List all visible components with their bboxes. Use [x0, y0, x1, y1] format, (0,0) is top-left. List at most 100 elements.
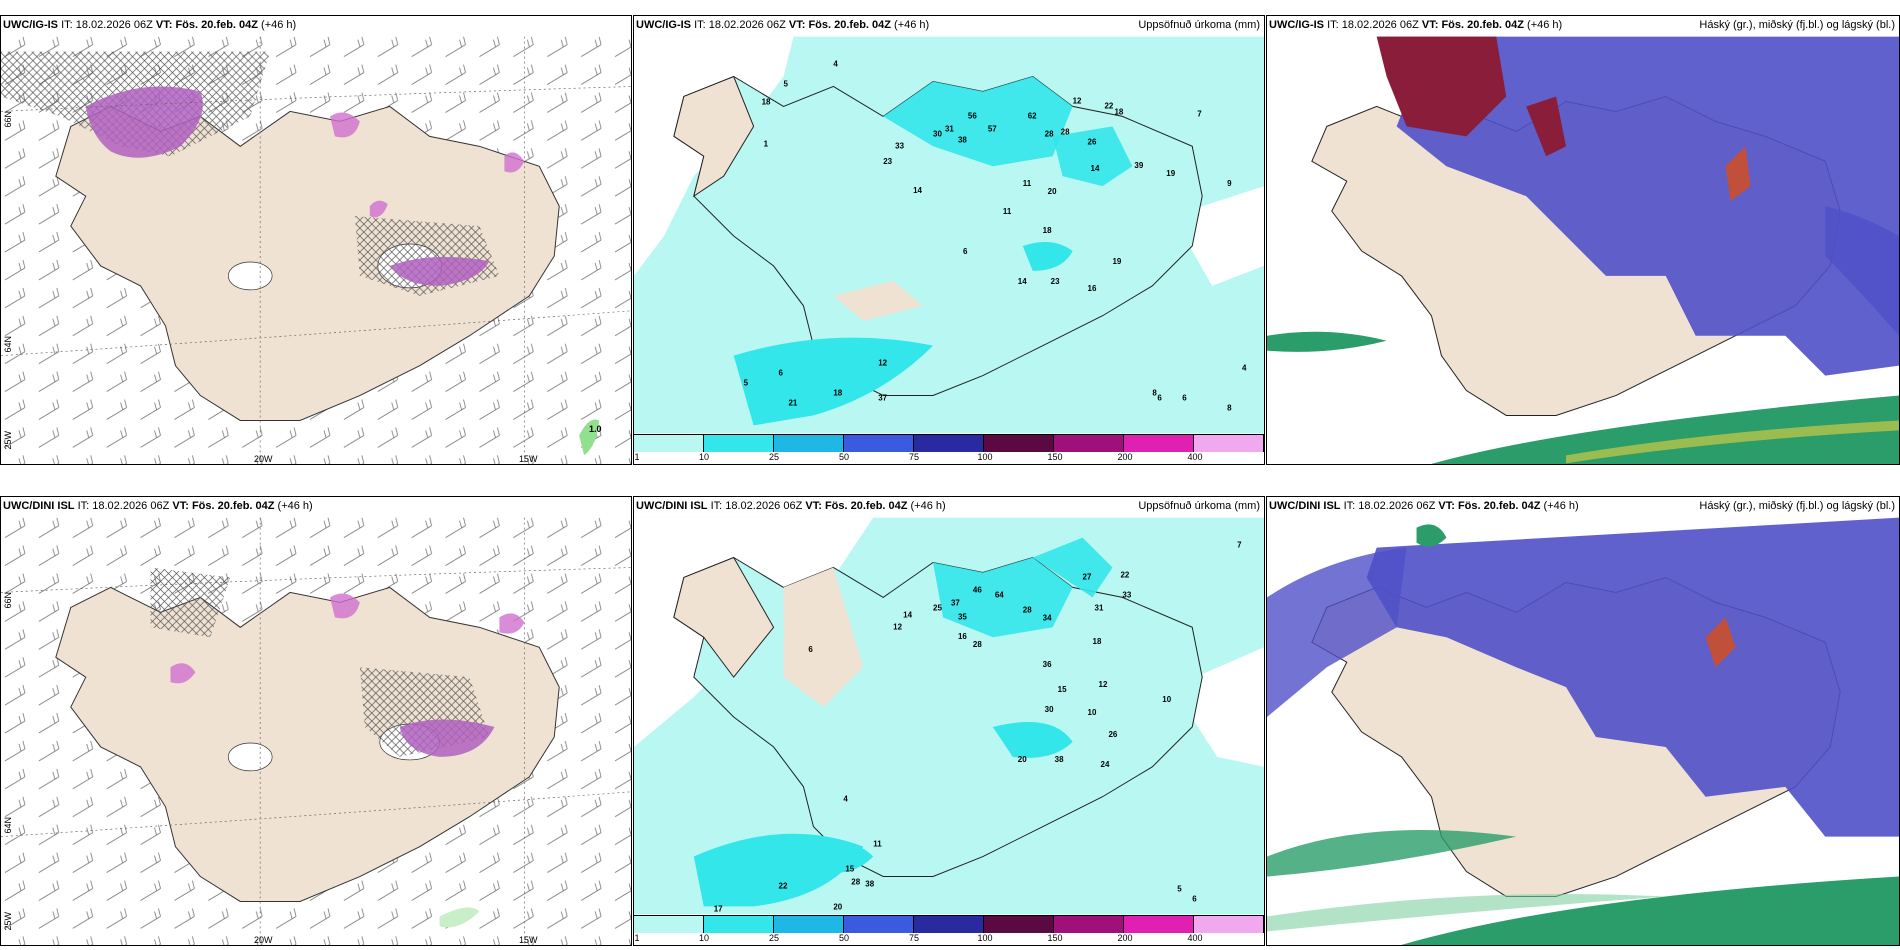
precip-value: 24: [1101, 760, 1110, 769]
precip-value: 57: [988, 124, 997, 133]
panel-title: UWC/DINI ISL IT: 18.02.2026 06Z VT: Fös.…: [1269, 500, 1579, 512]
scale-label: 10: [698, 452, 710, 462]
precip-value: 37: [878, 393, 887, 402]
scale-swatch: [1054, 916, 1124, 933]
precip-value-labels: 14 12 25 37 46 64 27 33 22 35 28 34 31 1…: [714, 541, 1242, 914]
precip-value: 8: [1152, 388, 1157, 397]
lon-15w-label: 15W: [519, 935, 538, 945]
precip-value: 14: [1091, 164, 1100, 173]
lon-25w-label: 25W: [3, 912, 13, 931]
precip-value: 37: [951, 598, 960, 607]
precip-value: 26: [1088, 137, 1097, 146]
lon-20w-label: 20W: [254, 454, 273, 464]
scale-swatch: [1054, 435, 1124, 452]
precip-value: 28: [1061, 127, 1070, 136]
precip-value: 33: [895, 141, 904, 150]
precip-value: 10: [1088, 708, 1097, 717]
precip-value: 38: [865, 879, 874, 888]
lat-66n-label: 66N: [3, 111, 13, 128]
scale-label: 200: [1117, 452, 1133, 462]
panel-wind-snow-top: UWC/IG-IS IT: 18.02.2026 06Z VT: Fös. 20…: [0, 15, 632, 465]
precip-value: 15: [1058, 685, 1067, 694]
precip-scale-labels: 1 10 25 50 75 100 150 200 400: [634, 452, 1264, 464]
precip-value: 9: [1227, 179, 1232, 188]
cloud-map: [1267, 517, 1899, 945]
scale-swatch: [1124, 435, 1194, 452]
precip-value: 23: [883, 157, 892, 166]
precip-value: 22: [779, 881, 788, 890]
precip-value: 5: [784, 79, 789, 88]
precip-value: 16: [958, 632, 967, 641]
precip-value: 33: [1122, 590, 1131, 599]
precip-value: 4: [843, 795, 848, 804]
scale-label: 75: [908, 452, 920, 462]
precip-value: 39: [1134, 161, 1143, 170]
precip-value: 20: [1018, 755, 1027, 764]
precip-value: 38: [1055, 755, 1064, 764]
precip-value: 36: [1043, 660, 1052, 669]
precip-scale-bar: [634, 915, 1264, 933]
precip-value: 18: [1043, 226, 1052, 235]
scale-label: 25: [768, 452, 780, 462]
precip-value: 11: [873, 840, 882, 849]
precip-value: 1: [764, 139, 769, 148]
precip-value: 12: [1099, 680, 1108, 689]
precip-value: 6: [1157, 393, 1162, 402]
precip-map: 4 5 18 1 23 33 56 62 12 22 18 30 31 38 5…: [634, 36, 1264, 434]
precip-value: 17: [714, 904, 723, 913]
wind-snow-map: [1, 36, 631, 464]
lon-20w-label: 20W: [254, 935, 273, 945]
precip-value: 20: [833, 902, 842, 911]
precip-value: 6: [808, 645, 813, 654]
precip-value: 20: [1048, 187, 1057, 196]
precip-value: 27: [1083, 572, 1092, 581]
precip-value: 62: [1028, 111, 1037, 120]
scale-swatch: [984, 435, 1054, 452]
precip-value: 38: [958, 135, 967, 144]
precip-value: 28: [1045, 129, 1054, 138]
lat-64n-label: 64N: [3, 817, 13, 834]
precip-value: 18: [833, 388, 842, 397]
scale-label: 200: [1117, 933, 1133, 943]
precip-value: 12: [893, 622, 902, 631]
scale-label: 50: [838, 933, 850, 943]
precip-value: 46: [973, 585, 982, 594]
precip-value: 31: [945, 124, 954, 133]
scale-swatch: [914, 435, 984, 452]
precip-value: 31: [1095, 603, 1104, 612]
precip-value: 19: [1166, 169, 1175, 178]
precip-value: 4: [1242, 364, 1247, 373]
panel-precip-top: UWC/IG-IS IT: 18.02.2026 06Z VT: Fös. 20…: [633, 15, 1265, 465]
scale-label: 25: [768, 933, 780, 943]
scale-label: 150: [1047, 933, 1063, 943]
panel-cloud-top: UWC/IG-IS IT: 18.02.2026 06Z VT: Fös. 20…: [1266, 15, 1900, 465]
precip-value: 30: [1045, 705, 1054, 714]
lon-25w-label: 25W: [3, 431, 13, 450]
precip-value: 8: [1227, 403, 1232, 412]
max-label: 1.0: [589, 424, 602, 434]
precip-value: 5: [1177, 884, 1182, 893]
precip-value: 22: [1120, 570, 1129, 579]
precip-value: 5: [744, 379, 749, 388]
precip-value: 23: [1051, 277, 1060, 286]
scale-label: 75: [908, 933, 920, 943]
panel-right-title: Háský (gr.), miðský (fj.bl.) og lágský (…: [1699, 500, 1895, 512]
precip-value: 11: [1003, 207, 1012, 216]
precip-value: 26: [1108, 730, 1117, 739]
precip-value: 7: [1197, 109, 1202, 118]
panel-precip-bottom: UWC/DINI ISL IT: 18.02.2026 06Z VT: Fös.…: [633, 496, 1265, 946]
lat-66n-label: 66N: [3, 592, 13, 609]
panel-right-title: Uppsöfnuð úrkoma (mm): [1138, 19, 1260, 31]
scale-swatch: [1194, 916, 1264, 933]
precip-value: 25: [933, 603, 942, 612]
panel-title: UWC/IG-IS IT: 18.02.2026 06Z VT: Fös. 20…: [3, 19, 297, 31]
precip-value: 19: [1112, 257, 1121, 266]
scale-label: 100: [977, 933, 993, 943]
precip-value-labels: 4 5 18 1 23 33 56 62 12 22 18 30 31 38 5…: [744, 60, 1247, 413]
precip-value: 14: [913, 186, 922, 195]
panel-wind-snow-bottom: UWC/DINI ISL IT: 18.02.2026 06Z VT: Fös.…: [0, 496, 632, 946]
scale-label: 1: [634, 452, 640, 462]
precip-value: 28: [851, 877, 860, 886]
precip-value: 21: [789, 398, 798, 407]
scale-label: 400: [1187, 452, 1203, 462]
